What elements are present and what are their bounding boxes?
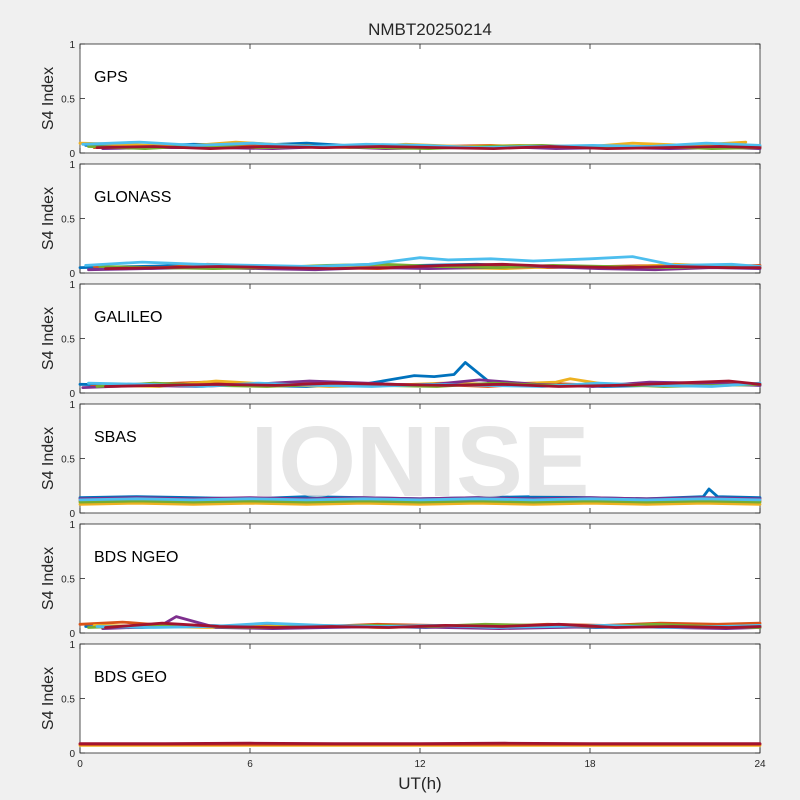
data-series-line	[104, 262, 762, 271]
x-axis-label: UT(h)	[398, 774, 441, 793]
x-tick-label: 24	[754, 759, 766, 770]
x-tick-label: 0	[77, 759, 83, 770]
y-tick-label: 0.5	[61, 95, 75, 106]
y-tick-label: 0	[69, 269, 75, 280]
x-tick-label: 6	[247, 759, 253, 770]
y-tick-label: 0	[69, 389, 75, 400]
y-tick-label: 1	[69, 520, 75, 531]
y-tick-label: 1	[69, 400, 75, 411]
y-axis-label: S4 Index	[40, 547, 57, 610]
data-series-line	[104, 621, 762, 629]
y-tick-label: 0.5	[61, 215, 75, 226]
panel-label: BDS GEO	[94, 669, 167, 686]
panel-axes-box	[79, 523, 761, 634]
data-series-line	[104, 379, 762, 388]
panel-bds-geo: 0 0.5 1 0 6 12 18 24 S4 Index BDS GEO	[40, 640, 766, 770]
panel-axes-box	[79, 643, 761, 754]
data-series-line	[78, 501, 762, 506]
y-tick-label: 0	[69, 509, 75, 520]
panel-glonass: 0 0.5 1 S4 Index GLONASS	[40, 160, 762, 280]
y-tick-label: 0.5	[61, 335, 75, 346]
panel-label: BDS NGEO	[94, 549, 178, 566]
x-tick-label: 12	[414, 759, 426, 770]
panel-gps: 0 0.5 1 S4 Index GPS	[40, 40, 762, 160]
y-tick-label: 0	[69, 629, 75, 640]
data-series-line	[95, 145, 762, 151]
y-tick-label: 0	[69, 149, 75, 160]
panel-axes-box	[79, 403, 761, 514]
panel-label: GPS	[94, 69, 128, 86]
panel-galileo: 0 0.5 1 S4 Index GALILEO	[40, 280, 762, 400]
panel-sbas: 0 0.5 1 S4 Index SBAS	[40, 400, 762, 520]
y-axis-label: S4 Index	[40, 667, 57, 730]
x-tick-label: 18	[584, 759, 596, 770]
y-tick-label: 1	[69, 640, 75, 651]
panel-bds-ngeo: 0 0.5 1 S4 Index BDS NGEO	[40, 520, 762, 640]
data-series-line	[78, 741, 762, 746]
panel-axes-box	[79, 43, 761, 154]
y-axis-label: S4 Index	[40, 307, 57, 370]
data-series-line	[84, 255, 762, 268]
y-tick-label: 0.5	[61, 575, 75, 586]
data-series-line	[78, 499, 762, 504]
y-axis-label: S4 Index	[40, 427, 57, 490]
y-tick-label: 0.5	[61, 695, 75, 706]
panel-label: GALILEO	[94, 309, 162, 326]
data-series-line	[78, 497, 762, 502]
y-tick-label: 0	[69, 749, 75, 760]
figure-title: NMBT20250214	[368, 20, 492, 39]
panels-group: 0 0.5 1 S4 Index GPS 0 0.5 1 S4 Index GLONASS 0 0.5…	[40, 40, 766, 770]
y-tick-label: 1	[69, 160, 75, 171]
watermark-text: IONISE	[251, 406, 590, 518]
y-tick-label: 1	[69, 280, 75, 291]
panel-axes-box	[79, 163, 761, 274]
panel-label: SBAS	[94, 429, 137, 446]
y-axis-label: S4 Index	[40, 187, 57, 250]
y-tick-label: 0.5	[61, 455, 75, 466]
y-tick-label: 1	[69, 40, 75, 51]
panel-label: GLONASS	[94, 189, 171, 206]
y-axis-label: S4 Index	[40, 67, 57, 130]
